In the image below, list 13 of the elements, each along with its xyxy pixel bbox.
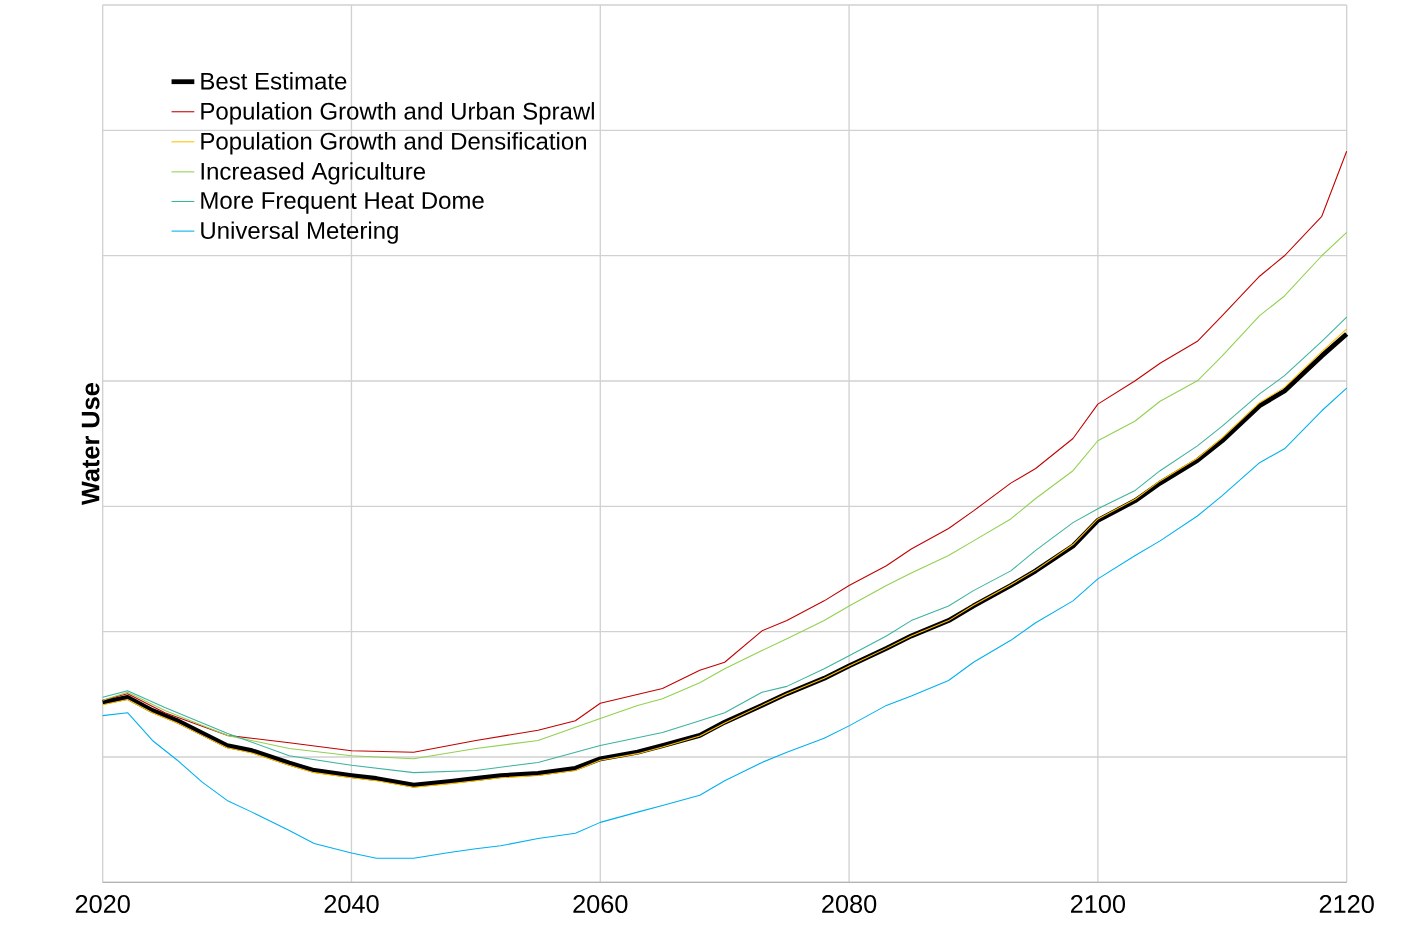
- legend-label: Universal Metering: [201, 221, 398, 244]
- legend-label: Best Estimate: [201, 72, 347, 90]
- x-tick-label: 2100: [1070, 895, 1126, 913]
- legend-label: More Frequent Heat Dome: [201, 192, 484, 214]
- x-tick-label: 2080: [822, 895, 877, 913]
- legend-label: Population Growth and Densification: [201, 132, 586, 155]
- y-axis-title: Water Use: [81, 383, 100, 506]
- legend-label: Population Growth and Urban Sprawl: [201, 102, 594, 125]
- x-tick-label: 2060: [573, 895, 628, 913]
- x-tick-label: 2020: [75, 895, 130, 913]
- legend-label: Increased Agriculture: [201, 162, 426, 185]
- x-tick-label: 2120: [1319, 895, 1374, 913]
- x-tick-label: 2040: [324, 895, 379, 913]
